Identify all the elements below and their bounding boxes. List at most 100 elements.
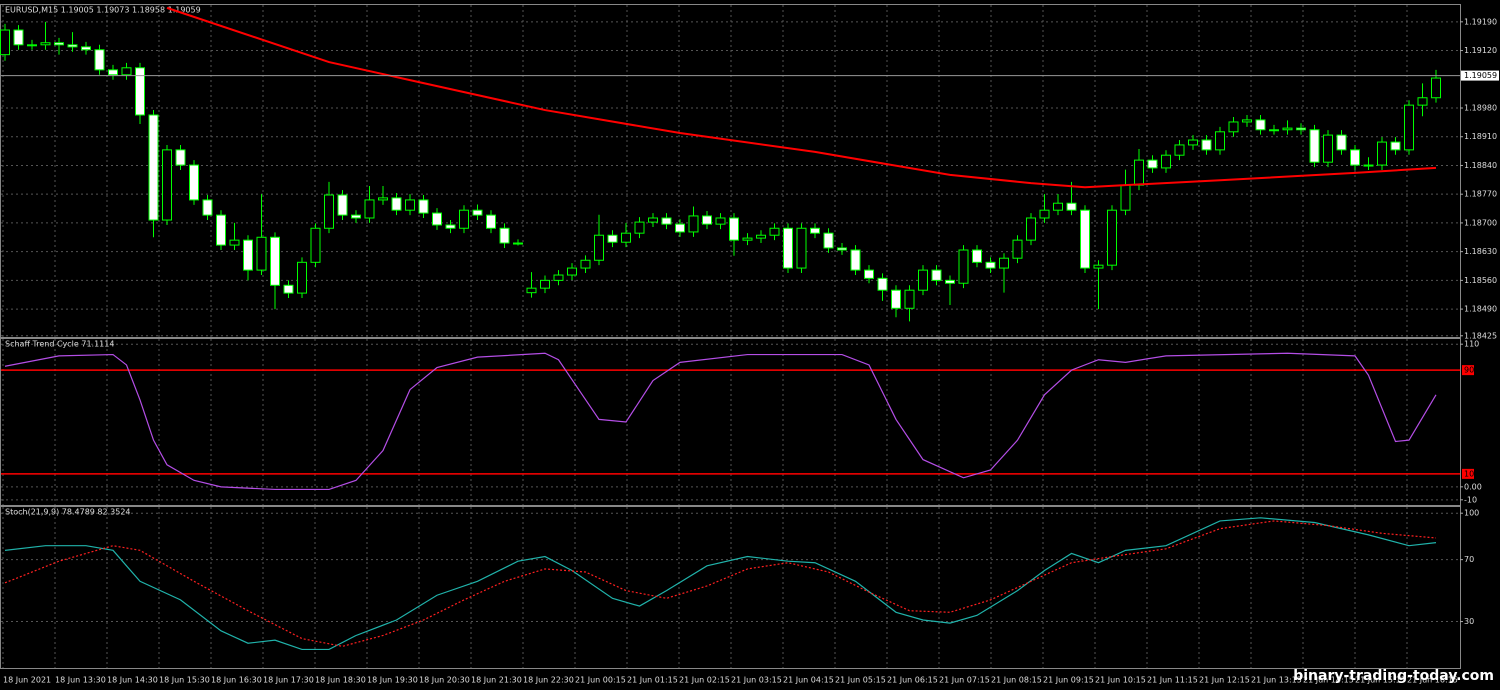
candle-body	[229, 239, 240, 246]
candle-body	[175, 149, 186, 166]
stc-pane	[0, 338, 1461, 506]
x-tick-label: 18 Jun 15:30	[159, 676, 210, 685]
x-tick-label: 18 Jun 2021	[3, 676, 51, 685]
candle-body	[756, 234, 766, 239]
x-tick-label: 21 Jun 16:15	[1407, 676, 1458, 685]
pane-title: EURUSD,M15 1.19005 1.19073 1.18958 1.190…	[5, 6, 201, 15]
level-label: 90	[1464, 366, 1474, 375]
candle-body	[445, 224, 456, 229]
candle-body	[1134, 159, 1144, 186]
candle-body	[1390, 141, 1401, 151]
candle-body	[513, 242, 523, 245]
candle-body	[1228, 121, 1239, 133]
pane-title: Stoch(21,9,9) 78.4789 82.3524	[5, 508, 131, 517]
candle-body	[135, 67, 145, 116]
candle-body	[1174, 144, 1185, 156]
indicator-line	[4, 352, 1437, 491]
x-tick-label: 18 Jun 13:30	[55, 676, 106, 685]
candle-body	[810, 227, 820, 234]
candle-body	[243, 239, 253, 271]
x-tick-label: 18 Jun 17:30	[263, 676, 314, 685]
candle-body	[1093, 264, 1104, 269]
candle-body	[877, 277, 888, 291]
y-tick-label: -10	[1464, 495, 1477, 504]
candle-body	[837, 247, 847, 251]
candle-body	[418, 199, 429, 214]
candle-body	[13, 29, 24, 46]
x-tick-label: 21 Jun 06:15	[887, 676, 938, 685]
y-tick-label: 1.18425	[1464, 331, 1497, 340]
candle-body	[1350, 149, 1360, 166]
candle-body	[540, 279, 550, 289]
x-tick-label: 21 Jun 02:15	[679, 676, 730, 685]
candle-body	[270, 236, 280, 286]
candle-body	[999, 257, 1009, 269]
candle-body	[310, 227, 321, 263]
candle-body	[553, 274, 564, 281]
price-box	[1461, 70, 1499, 81]
candle-body	[1336, 134, 1347, 151]
candle-body	[1404, 104, 1414, 151]
y-tick-label: 1.18630	[1464, 247, 1497, 256]
candle-body	[391, 197, 402, 211]
candle-body	[918, 269, 928, 291]
x-tick-label: 21 Jun 03:15	[731, 676, 782, 685]
x-tick-label: 18 Jun 22:30	[523, 676, 574, 685]
candle-body	[648, 217, 658, 223]
candle-body	[324, 194, 334, 229]
level-box	[1462, 468, 1474, 479]
candle-body	[351, 214, 361, 219]
x-tick-label: 18 Jun 16:30	[211, 676, 262, 685]
price-pane	[0, 4, 1461, 338]
y-tick-label: 1.18840	[1464, 161, 1497, 170]
x-tick-label: 21 Jun 11:15	[1147, 676, 1198, 685]
candle-body	[1255, 119, 1266, 131]
candle-body	[850, 249, 861, 271]
x-tick-label: 18 Jun 19:30	[367, 676, 418, 685]
candle-body	[1282, 127, 1293, 131]
candle-body	[607, 234, 618, 243]
y-tick-label: 1.18980	[1464, 104, 1497, 113]
ma-line	[166, 6, 1437, 189]
candle-body	[945, 279, 955, 284]
candle-body	[661, 217, 672, 225]
candle-body	[1039, 209, 1050, 219]
candle-body	[108, 69, 118, 76]
candle-body	[931, 269, 942, 281]
x-tick-label: 21 Jun 01:15	[627, 676, 678, 685]
candle-body	[1188, 139, 1198, 146]
candle-body	[486, 214, 496, 229]
candle-body	[1026, 217, 1036, 241]
candle-body	[1107, 209, 1117, 266]
candle-body	[823, 232, 834, 249]
level-label: 10	[1464, 469, 1474, 478]
candle-body	[1363, 164, 1374, 167]
x-tick-label: 18 Jun 20:30	[419, 676, 470, 685]
candle-body	[364, 199, 375, 219]
x-tick-label: 21 Jun 04:15	[783, 676, 834, 685]
y-tick-label: 70	[1464, 555, 1474, 564]
candle-body	[864, 269, 874, 279]
y-tick-label: 0.00	[1464, 482, 1482, 491]
candle-body	[1215, 131, 1225, 151]
candle-body	[405, 199, 415, 211]
candle-body	[1053, 202, 1063, 211]
pane-title: Schaff Trend Cycle 71.1114	[5, 340, 114, 349]
candle-body	[1012, 239, 1023, 259]
x-tick-label: 21 Jun 12:15	[1199, 676, 1250, 685]
candle-body	[1201, 139, 1212, 151]
candle-body	[1431, 77, 1441, 99]
candle-body	[1296, 127, 1306, 131]
candle-body	[985, 261, 996, 269]
candle-body	[283, 284, 294, 294]
candle-body	[783, 227, 793, 269]
x-tick-label: 21 Jun 10:15	[1095, 676, 1146, 685]
y-tick-label: 1.19120	[1464, 46, 1497, 55]
candle-body	[81, 46, 91, 51]
y-tick-label: 1.18910	[1464, 132, 1497, 141]
y-tick-label: 30	[1464, 617, 1474, 626]
candle-body	[216, 214, 226, 246]
level-box	[1462, 365, 1474, 376]
candle-body	[499, 227, 510, 244]
indicator-line	[4, 520, 1437, 647]
